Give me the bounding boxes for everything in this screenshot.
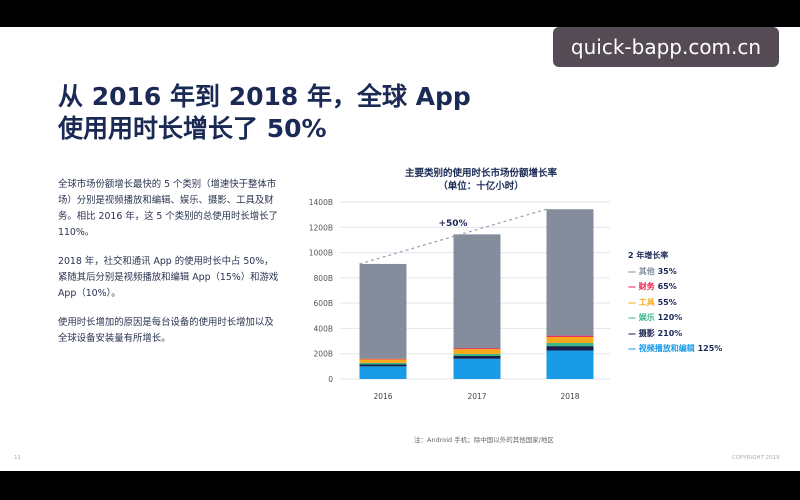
watermark-banner: quick-bapp.com.cn bbox=[553, 27, 779, 67]
title-line-2: 使用用时长增长了 50% bbox=[58, 114, 327, 143]
legend-growth: 210% bbox=[657, 328, 683, 338]
y-tick-label: 400B bbox=[314, 324, 333, 333]
legend-growth: 120% bbox=[657, 313, 683, 322]
bar-segment bbox=[359, 364, 407, 367]
growth-annotation: +50% bbox=[438, 219, 467, 229]
legend-label: 工具 bbox=[638, 297, 658, 307]
bar-chart: 0 200B 400B 600B 800B 1000B 1200B 1400B 2016 2017… bbox=[309, 198, 610, 401]
legend-swatch: — bbox=[628, 344, 639, 353]
title-line-1: 从 2016 年到 2018 年，全球 App bbox=[58, 82, 471, 111]
legend-label: 娱乐 bbox=[638, 313, 658, 322]
bar-segment bbox=[453, 353, 501, 356]
y-tick-label: 1200B bbox=[309, 223, 333, 232]
legend-item: — 视频播放和编辑 125% bbox=[628, 341, 722, 357]
bar-segment bbox=[359, 362, 407, 365]
legend: 2 年增长率 — 其他 35% — 财务 65% — 工具 55% — 娱乐 120%… bbox=[628, 248, 722, 357]
chart-note: 注：Android 手机；除中国以外的其他国家/地区 bbox=[414, 436, 554, 444]
y-tick-label: 0 bbox=[328, 375, 333, 384]
legend-swatch: — bbox=[628, 313, 639, 322]
chart-title-line-1: 主要类别的使用时长市场份额增长率 bbox=[404, 168, 557, 179]
legend-items: — 其他 35% — 财务 65% — 工具 55% — 娱乐 120% — 摄影 21… bbox=[628, 264, 722, 357]
legend-label: 视频播放和编辑 bbox=[638, 344, 698, 353]
copyright: COPYRIGHT 2019 bbox=[732, 455, 780, 461]
y-tick-label: 1400B bbox=[309, 198, 333, 207]
bar-segment bbox=[546, 346, 594, 351]
slide: 从 2016 年到 2018 年，全球 App 使用用时长增长了 50% 全球市… bbox=[0, 27, 800, 471]
legend-growth: 55% bbox=[657, 297, 677, 307]
legend-item: — 其他 35% bbox=[628, 264, 722, 280]
chart-title: 主要类别的使用时长市场份额增长率 （单位：十亿小时） bbox=[366, 167, 596, 193]
y-tick-label: 200B bbox=[314, 350, 333, 359]
bar-segment bbox=[546, 209, 594, 336]
x-tick-label: 2016 bbox=[373, 392, 392, 401]
legend-swatch: — bbox=[628, 328, 639, 338]
legend-item: — 摄影 210% bbox=[628, 326, 722, 342]
bar-segment bbox=[359, 358, 407, 360]
legend-label: 其他 bbox=[638, 266, 658, 276]
body-text: 全球市场份额增长最快的 5 个类别（增速快于整体市场）分别是视频播放和编辑、娱乐… bbox=[58, 177, 280, 360]
y-tick-label: 1000B bbox=[309, 249, 333, 258]
legend-growth: 65% bbox=[657, 282, 677, 291]
bar-segment bbox=[546, 335, 594, 337]
bar-segment bbox=[453, 234, 501, 349]
legend-label: 财务 bbox=[638, 282, 658, 291]
x-tick-label: 2017 bbox=[467, 392, 486, 401]
legend-item: — 工具 55% bbox=[628, 295, 722, 311]
bar-segment bbox=[453, 348, 501, 350]
bar-segment bbox=[546, 342, 594, 347]
page-title: 从 2016 年到 2018 年，全球 App 使用用时长增长了 50% bbox=[58, 81, 471, 145]
legend-label: 摄影 bbox=[638, 328, 658, 338]
legend-swatch: — bbox=[628, 282, 639, 291]
legend-swatch: — bbox=[628, 266, 639, 276]
paragraph-1: 全球市场份额增长最快的 5 个类别（增速快于整体市场）分别是视频播放和编辑、娱乐… bbox=[58, 179, 278, 238]
bar-segment bbox=[453, 355, 501, 359]
legend-growth: 125% bbox=[697, 344, 723, 353]
bar-segment bbox=[359, 359, 407, 363]
legend-swatch: — bbox=[628, 297, 639, 307]
chart-title-line-2: （单位：十亿小时） bbox=[438, 181, 524, 192]
growth-dashed-line bbox=[359, 208, 547, 265]
bar-segment bbox=[546, 336, 594, 343]
page-number: 11 bbox=[14, 455, 21, 461]
paragraph-2: 2018 年，社交和通讯 App 的使用时长中占 50%，紧随其后分别是视频播放… bbox=[58, 256, 279, 299]
x-tick-label: 2018 bbox=[560, 392, 579, 401]
bar-segment bbox=[453, 349, 501, 354]
legend-item: — 娱乐 120% bbox=[628, 310, 722, 326]
bar-segment bbox=[453, 358, 501, 379]
legend-title: 2 年增长率 bbox=[628, 251, 669, 260]
bar-segment bbox=[546, 350, 594, 379]
legend-item: — 财务 65% bbox=[628, 279, 722, 295]
y-tick-label: 600B bbox=[314, 299, 333, 308]
y-tick-label: 800B bbox=[314, 274, 333, 283]
bar-segment bbox=[359, 263, 407, 359]
legend-growth: 35% bbox=[657, 266, 677, 276]
paragraph-3: 使用时长增加的原因是每台设备的使用时长增加以及全球设备安装量有所增长。 bbox=[58, 317, 274, 344]
bar-segment bbox=[359, 366, 407, 379]
